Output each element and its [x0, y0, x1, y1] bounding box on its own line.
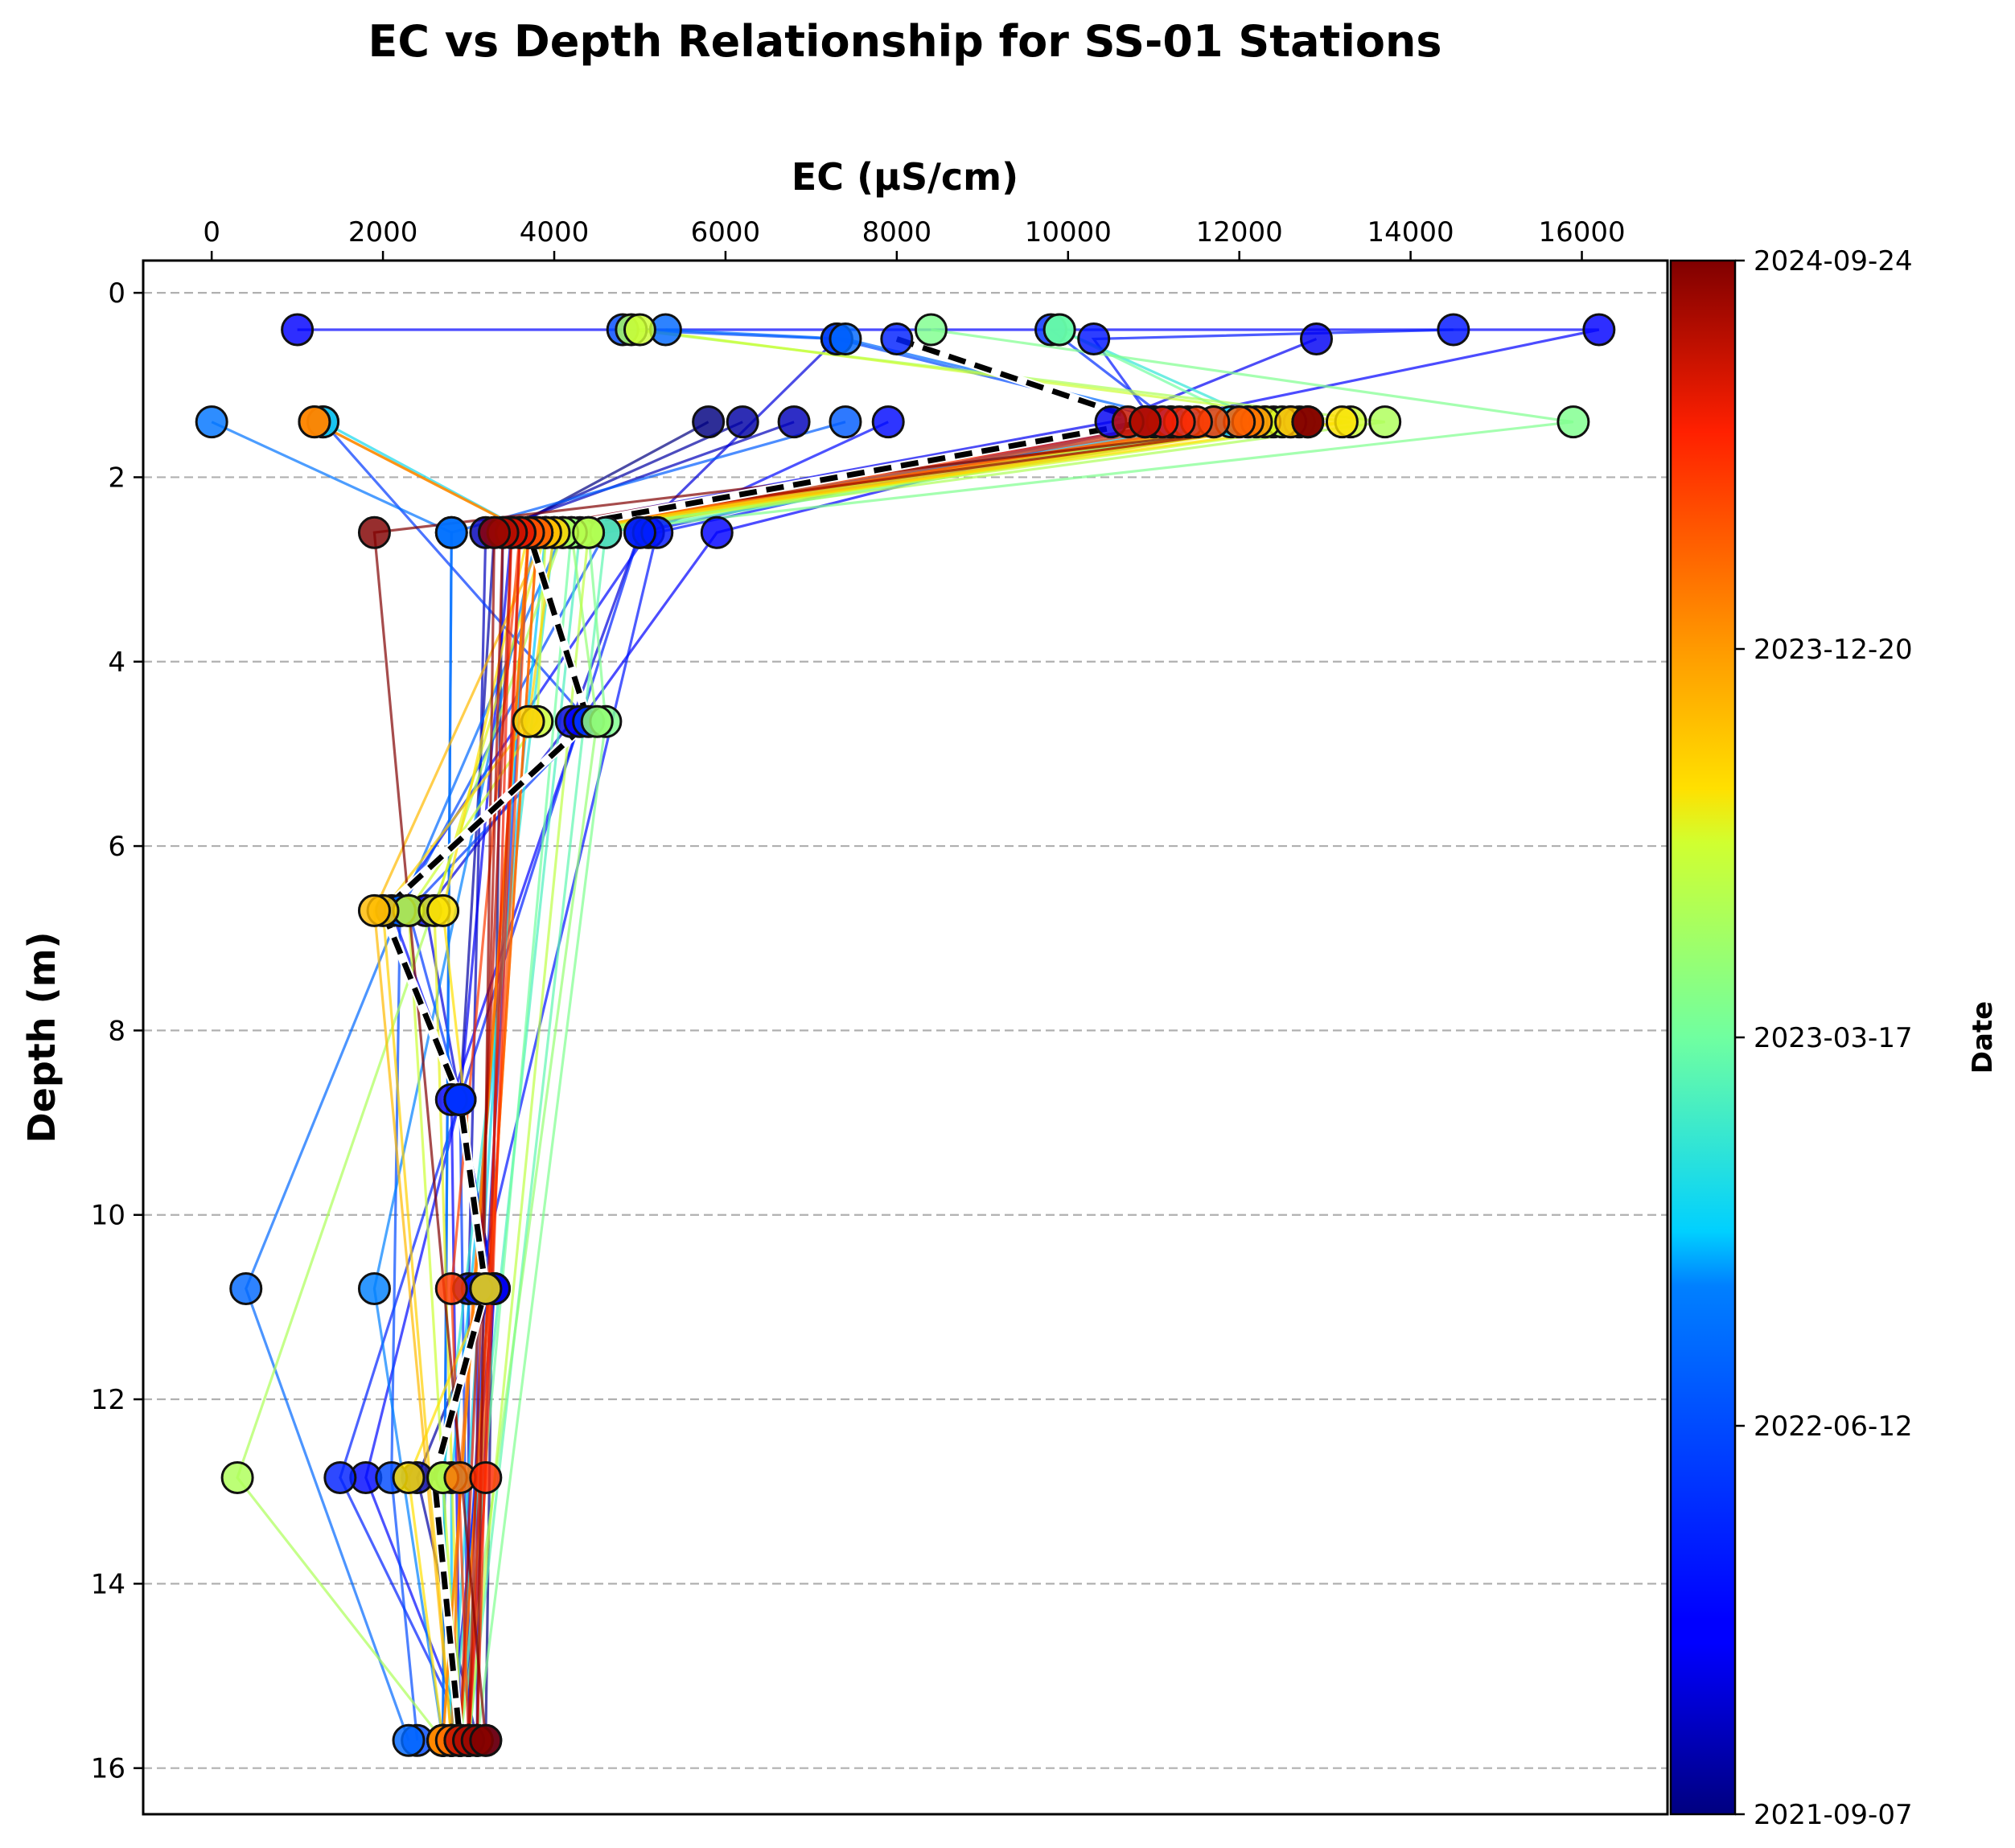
x-tick-label: 16000	[1538, 216, 1625, 248]
colorbar-tick-label: 2022-06-12	[1754, 1411, 1913, 1443]
colorbar-tick-label: 2023-12-20	[1754, 634, 1913, 666]
series-line	[459, 338, 1318, 1741]
series-line	[450, 421, 1274, 1741]
data-point	[580, 704, 614, 738]
data-point	[623, 515, 656, 549]
data-point	[914, 313, 948, 347]
x-axis-label: EC (µS/cm)	[792, 155, 1018, 199]
data-point	[392, 1723, 426, 1757]
data-point	[1582, 313, 1616, 347]
data-point	[1368, 405, 1402, 439]
data-point	[1291, 405, 1325, 439]
x-tick-label: 0	[203, 216, 220, 248]
series-line	[459, 421, 1300, 1741]
y-axis-label: Depth (m)	[20, 931, 64, 1143]
data-point	[1556, 405, 1590, 439]
series-line	[475, 421, 1309, 1741]
y-tick-label: 14	[91, 1568, 125, 1600]
data-point	[195, 405, 228, 439]
data-point	[572, 515, 606, 549]
data-point	[1129, 405, 1162, 439]
x-tick-label: 12000	[1196, 216, 1283, 248]
data-point	[469, 1460, 503, 1494]
series-line	[467, 421, 1180, 1741]
y-tick-label: 8	[108, 1015, 125, 1047]
data-point	[220, 1460, 254, 1494]
series-line	[450, 421, 1232, 1741]
data-point	[692, 405, 726, 439]
colorbar-ticks: 2021-09-07 2022-06-12 2023-03-17 2023-12-20…	[1735, 245, 1913, 1831]
data-point	[700, 515, 734, 549]
data-point	[1077, 322, 1111, 355]
data-points	[195, 313, 1616, 1757]
series-lines	[211, 328, 1600, 1742]
x-tick-label: 4000	[520, 216, 590, 248]
colorbar	[1669, 259, 1737, 1816]
data-point	[357, 1271, 391, 1305]
data-point	[477, 515, 511, 549]
series-line	[475, 328, 1454, 1741]
data-point	[281, 313, 315, 347]
x-tick-label: 6000	[691, 216, 761, 248]
y-tick-label: 0	[108, 277, 125, 310]
colorbar-tick-label: 2024-09-24	[1754, 245, 1913, 277]
data-point	[880, 322, 914, 355]
y-tick-label: 4	[108, 647, 125, 679]
series-line	[372, 421, 1291, 1741]
colorbar-tick-label: 2023-03-17	[1754, 1022, 1913, 1054]
series-line	[467, 421, 1291, 1741]
colorbar-tick-label: 2021-09-07	[1754, 1799, 1913, 1831]
data-point	[298, 405, 331, 439]
data-point	[726, 405, 759, 439]
data-point	[434, 515, 468, 549]
data-point	[829, 322, 862, 355]
y-ticks: 0 2 4 6 8 10 12 14 16	[91, 277, 143, 1785]
x-tick-label: 14000	[1367, 216, 1454, 248]
plot-frame	[142, 259, 1669, 1816]
data-point	[1300, 322, 1334, 355]
x-tick-label: 8000	[862, 216, 932, 248]
chart-title: EC vs Depth Relationship for SS-01 Stati…	[368, 16, 1441, 67]
y-tick-label: 10	[91, 1200, 125, 1232]
series-line	[459, 421, 1240, 1741]
data-point	[469, 1271, 503, 1305]
data-point	[829, 405, 862, 439]
series-line	[372, 421, 1309, 1741]
gridlines	[143, 292, 1668, 1769]
x-ticks: 0 2000 4000 6000 8000 10000 12000 14000 16000	[203, 216, 1626, 261]
data-point	[623, 313, 656, 347]
x-tick-label: 10000	[1025, 216, 1112, 248]
data-point	[1437, 313, 1470, 347]
x-tick-label: 2000	[348, 216, 418, 248]
data-point	[357, 515, 391, 549]
y-tick-label: 2	[108, 462, 125, 494]
data-point	[434, 1271, 468, 1305]
data-point	[1042, 313, 1076, 347]
colorbar-label: Date	[1967, 1001, 1999, 1074]
data-point	[229, 1271, 263, 1305]
data-point	[392, 1460, 426, 1494]
data-point	[469, 1723, 503, 1757]
data-point	[512, 704, 545, 738]
mean-profile-line	[380, 336, 1149, 1741]
data-point	[426, 893, 460, 927]
data-point	[443, 1082, 477, 1116]
data-point	[777, 405, 811, 439]
data-point	[871, 405, 905, 439]
data-point	[357, 893, 391, 927]
data-point	[323, 1460, 357, 1494]
y-tick-label: 16	[91, 1753, 125, 1785]
y-tick-label: 6	[108, 831, 125, 863]
data-point	[1325, 405, 1359, 439]
y-tick-label: 12	[91, 1384, 125, 1416]
